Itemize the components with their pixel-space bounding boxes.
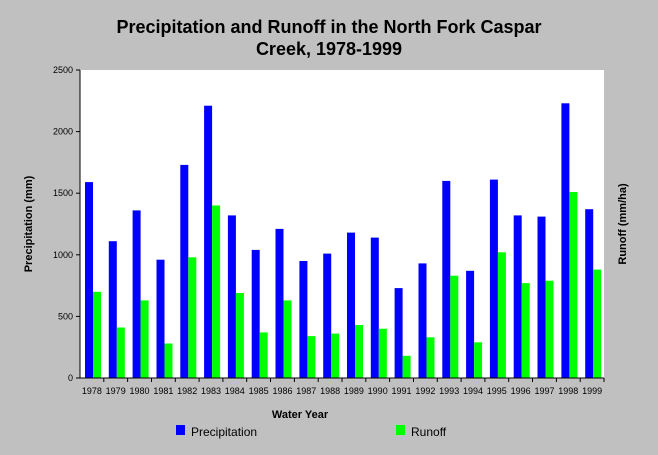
bar-precipitation-1998 [561, 103, 570, 379]
bar-precipitation-1989 [347, 232, 355, 378]
legend-swatch-precipitation [176, 425, 185, 435]
legend-label-precipitation: Precipitation [191, 425, 257, 439]
bar-runoff-1994 [474, 342, 483, 378]
x-tick-label-1996: 1996 [511, 386, 531, 396]
x-tick-label-1999: 1999 [582, 386, 602, 396]
x-tick-label-1979: 1979 [106, 386, 126, 396]
bar-precipitation-1978 [85, 182, 93, 378]
x-tick-label-1998: 1998 [558, 386, 578, 396]
chart-title-line-1: Precipitation and Runoff in the North Fo… [116, 17, 542, 37]
legend-swatch-runoff [396, 425, 405, 435]
x-tick-label-1986: 1986 [272, 386, 292, 396]
bar-precipitation-1996 [513, 215, 522, 378]
bar-runoff-1997 [545, 280, 554, 378]
y-tick-label-500: 500 [58, 311, 73, 321]
bar-runoff-1978 [93, 291, 101, 378]
y-tick-label-2000: 2000 [53, 127, 73, 137]
bar-runoff-1998 [569, 192, 578, 378]
bar-runoff-1990 [378, 328, 387, 378]
bar-precipitation-1988 [323, 253, 332, 378]
x-tick-label-1991: 1991 [391, 386, 411, 396]
bars-group [85, 103, 602, 379]
x-axis-label: Water Year [272, 409, 329, 421]
bar-runoff-1993 [450, 275, 459, 378]
x-tick-label-1982: 1982 [177, 386, 197, 396]
bar-runoff-1986 [283, 300, 292, 378]
bar-precipitation-1986 [275, 228, 284, 378]
x-tick-label-1987: 1987 [296, 386, 316, 396]
bar-precipitation-1995 [489, 179, 498, 378]
bar-runoff-1988 [331, 333, 340, 378]
x-tick-label-1980: 1980 [129, 386, 149, 396]
bar-precipitation-1987 [299, 261, 308, 378]
bar-precipitation-1981 [156, 259, 165, 378]
x-tick-label-1983: 1983 [201, 386, 221, 396]
bar-precipitation-1994 [466, 270, 475, 378]
bar-precipitation-1985 [251, 249, 260, 378]
x-tick-label-1989: 1989 [344, 386, 364, 396]
bar-runoff-1980 [140, 300, 149, 378]
bar-precipitation-1991 [394, 288, 403, 378]
x-tick-label-1993: 1993 [439, 386, 459, 396]
x-tick-label-1997: 1997 [534, 386, 554, 396]
bar-runoff-1991 [402, 355, 411, 378]
x-tick-label-1984: 1984 [225, 386, 245, 396]
bar-precipitation-1982 [180, 164, 189, 378]
bar-runoff-1989 [355, 325, 363, 378]
y-axis-label: Precipitation (mm) [23, 175, 35, 272]
bar-runoff-1999 [593, 269, 602, 378]
bar-runoff-1995 [497, 252, 506, 378]
bar-precipitation-1992 [418, 263, 427, 378]
bar-runoff-1987 [307, 336, 316, 378]
x-tick-label-1992: 1992 [415, 386, 435, 396]
ticks-group: 1978 1979 1980 1981 1982 1983 1984 1985 1986 1987… [53, 65, 605, 396]
x-tick-label-1990: 1990 [368, 386, 388, 396]
bar-precipitation-1997 [537, 216, 546, 378]
bar-precipitation-1993 [442, 180, 451, 378]
x-tick-label-1978: 1978 [82, 386, 102, 396]
y-axis-right-label: Runoff (mm/ha) [617, 183, 629, 265]
x-tick-label-1994: 1994 [463, 386, 483, 396]
bar-precipitation-1979 [108, 241, 117, 378]
x-tick-label-1981: 1981 [153, 386, 173, 396]
x-tick-label-1985: 1985 [249, 386, 269, 396]
legend-label-runoff: Runoff [411, 425, 447, 439]
bar-runoff-1985 [259, 332, 268, 378]
bar-runoff-1984 [235, 293, 244, 378]
y-tick-label-2500: 2500 [53, 65, 73, 75]
bar-precipitation-1999 [585, 209, 594, 378]
y-tick-label-0: 0 [68, 373, 73, 383]
x-tick-label-1988: 1988 [320, 386, 340, 396]
x-tick-label-1995: 1995 [487, 386, 507, 396]
bar-runoff-1981 [164, 343, 173, 378]
bar-runoff-1992 [426, 337, 435, 378]
bar-runoff-1996 [521, 283, 530, 378]
bar-precipitation-1990 [370, 237, 379, 378]
bar-runoff-1979 [116, 327, 125, 378]
bar-precipitation-1983 [204, 105, 213, 378]
y-tick-label-1500: 1500 [53, 188, 73, 198]
bar-runoff-1983 [212, 205, 221, 378]
bar-runoff-1982 [188, 257, 197, 378]
legend: Precipitation Runoff [176, 425, 447, 439]
chart-title-line-2: Creek, 1978-1999 [255, 39, 403, 59]
bar-precipitation-1980 [132, 210, 141, 378]
y-tick-label-1000: 1000 [53, 250, 73, 260]
bar-precipitation-1984 [227, 215, 236, 378]
